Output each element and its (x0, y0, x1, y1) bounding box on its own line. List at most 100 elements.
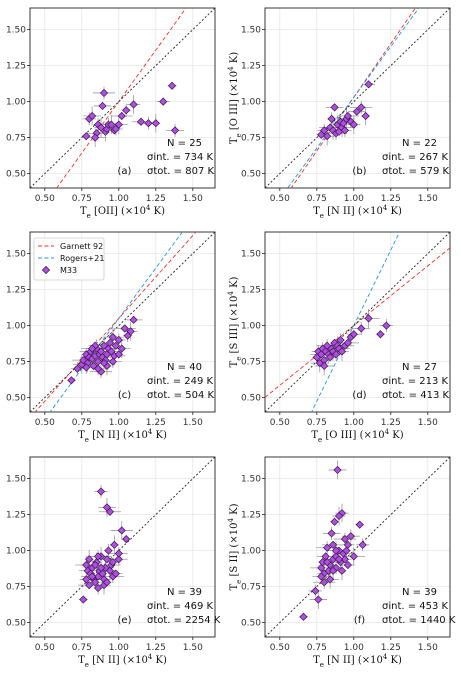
x-tick-label: 1.25 (146, 194, 166, 204)
panel-f: 0.50 0.75 1.00 1.25 1.50 0.50 0.75 1.00 1.25 1.50… (227, 456, 456, 669)
y-tick-label: 1.50 (6, 250, 26, 260)
data-point (170, 126, 180, 135)
x-tick-label: 0.50 (270, 194, 290, 204)
data-point (364, 80, 373, 89)
data-point (358, 540, 367, 549)
stat-n: N = 27 (402, 362, 437, 373)
y-tick-label: 0.75 (241, 583, 261, 593)
data-point (102, 578, 112, 587)
m33-points (81, 81, 184, 147)
legend-marker (41, 265, 51, 275)
data-point (111, 341, 120, 350)
x-tick-label: 0.75 (72, 418, 92, 428)
y-tick-label: 1.25 (241, 511, 261, 521)
line-one-to-one (265, 457, 450, 637)
y-tick-label: 1.50 (241, 250, 261, 260)
line-one-to-one (30, 457, 215, 637)
stat-sigma-int: σint. = 249 K (147, 376, 214, 387)
x-tick-label: 1.25 (146, 418, 166, 428)
y-tick-label: 1.25 (241, 286, 261, 296)
data-point (108, 357, 117, 366)
data-point (114, 120, 123, 129)
y-tick-label: 0.50 (241, 619, 261, 629)
y-tick-label: 1.00 (6, 547, 26, 557)
relation-lines (30, 232, 215, 412)
relation-lines (30, 457, 215, 637)
data-point (357, 103, 366, 112)
stat-n: N = 39 (402, 587, 437, 598)
stat-n: N = 39 (167, 587, 202, 598)
data-point (93, 583, 103, 593)
data-point (98, 101, 107, 111)
data-point (317, 563, 326, 572)
x-tick-label: 1.50 (183, 643, 203, 653)
stat-sigma-int: σint. = 453 K (382, 601, 449, 612)
data-point (328, 566, 338, 575)
y-tick-label: 1.25 (6, 286, 26, 296)
x-tick-label: 1.25 (381, 418, 401, 428)
data-point (96, 123, 106, 132)
legend-box (33, 237, 105, 281)
data-point (330, 517, 339, 526)
data-point (159, 97, 168, 106)
data-point (326, 575, 335, 584)
stat-sigma-int: σint. = 734 K (147, 152, 214, 163)
data-point (144, 119, 153, 128)
data-point (349, 330, 358, 339)
y-tick-label: 1.00 (241, 547, 261, 557)
data-point (343, 111, 352, 121)
panel-label: (c) (118, 390, 131, 401)
data-point (340, 534, 350, 544)
y-tick-label: 0.75 (6, 134, 26, 144)
y-tick-label: 0.50 (6, 619, 26, 629)
data-point (73, 364, 82, 373)
y-tick-label: 1.25 (241, 62, 261, 72)
data-point (99, 341, 109, 350)
data-point (85, 581, 94, 590)
data-point (88, 111, 97, 121)
x-tick-label: 0.50 (35, 418, 55, 428)
plot-frame (264, 456, 451, 638)
data-point (79, 595, 88, 604)
data-point (110, 540, 119, 549)
stat-n: N = 40 (167, 362, 202, 373)
line-garnett-92 (56, 8, 187, 188)
data-point (67, 376, 76, 385)
data-point (82, 575, 91, 584)
data-point (129, 315, 138, 324)
data-point (104, 546, 113, 555)
x-tick-label: 0.75 (72, 643, 92, 653)
line-one-to-one (30, 8, 215, 188)
data-point (96, 563, 106, 572)
y-tick-label: 1.00 (6, 98, 26, 108)
line-garnett-92 (34, 232, 197, 412)
panel-label: (f) (354, 615, 365, 626)
panel-a: 0.50 0.75 1.00 1.25 1.50 0.50 0.75 1.00 1.25 1.50… (6, 7, 216, 220)
y-axis-label: Te [S III] (×104 K) (227, 276, 243, 367)
data-point (117, 344, 126, 353)
legend-item: Rogers+21 (60, 254, 104, 263)
data-point (330, 103, 339, 112)
stat-sigma-tot: σtot. = 579 K (382, 166, 449, 177)
data-point (323, 558, 332, 567)
y-tick-label: 0.75 (6, 358, 26, 368)
y-tick-label: 0.50 (6, 170, 26, 180)
data-point (333, 465, 342, 475)
data-point (337, 566, 347, 575)
y-tick-label: 0.75 (241, 134, 261, 144)
y-tick-label: 0.50 (241, 170, 261, 180)
data-point (114, 335, 123, 345)
data-point (82, 132, 91, 141)
data-point (334, 511, 344, 521)
plot-frame (264, 7, 451, 189)
x-tick-label: 1.25 (381, 643, 401, 653)
data-point (323, 132, 332, 141)
data-point (357, 324, 366, 333)
data-point (105, 566, 115, 575)
line-rogers-21 (49, 232, 183, 412)
data-point (105, 507, 115, 516)
x-tick-label: 1.00 (344, 418, 364, 428)
data-point (364, 314, 373, 323)
line-one-to-one (265, 232, 450, 412)
